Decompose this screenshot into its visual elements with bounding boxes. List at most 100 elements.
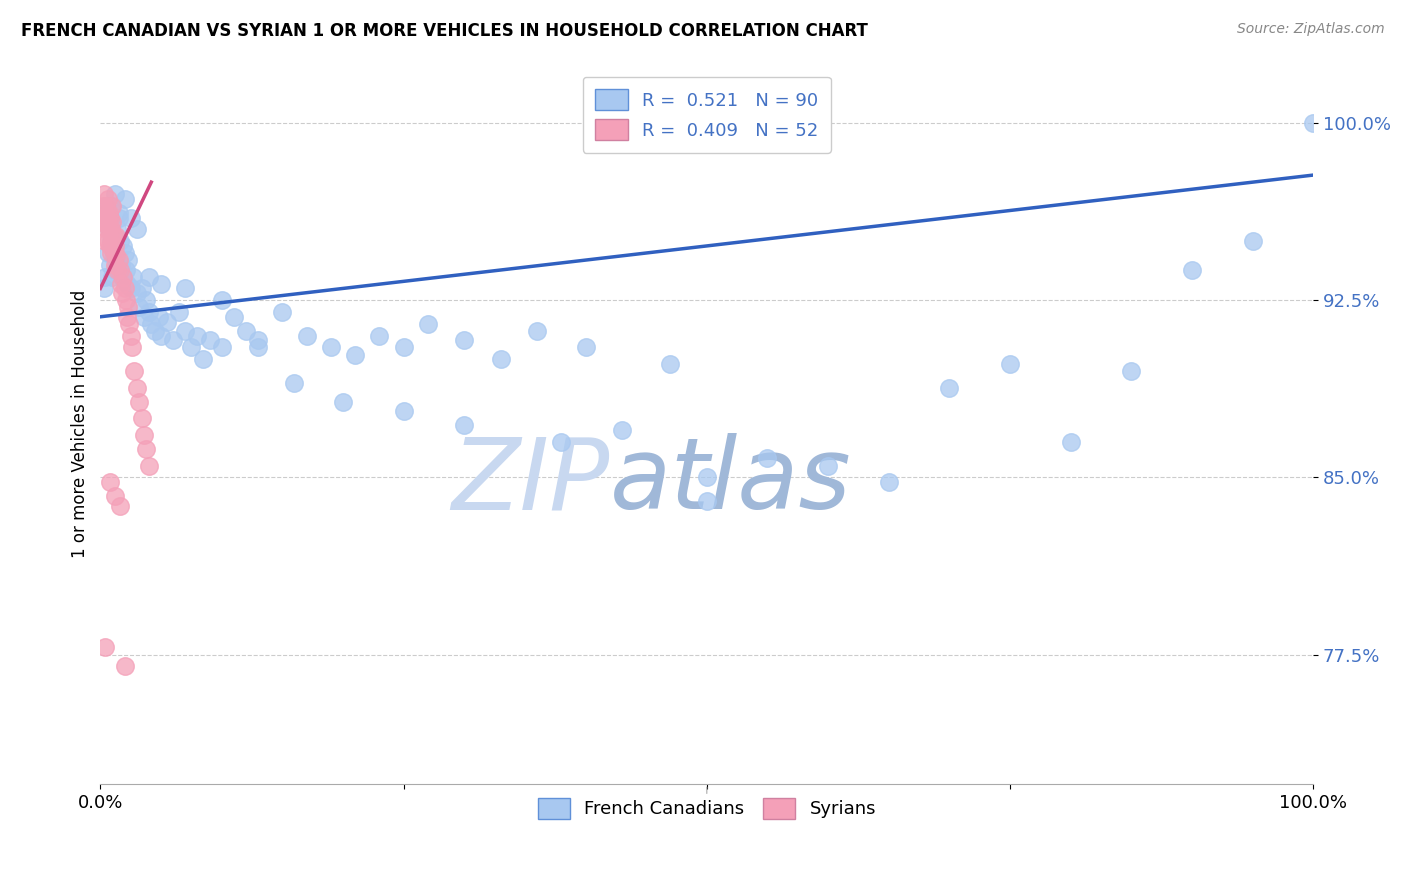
- Point: [550, 434, 572, 449]
- Point: [125, 222, 148, 236]
- Point: [104, 489, 127, 503]
- Point: [94, 211, 117, 225]
- Point: [97, 206, 120, 220]
- Point: [392, 341, 415, 355]
- Point: [125, 381, 148, 395]
- Point: [96, 199, 118, 213]
- Point: [174, 324, 197, 338]
- Point: [118, 317, 141, 331]
- Point: [877, 475, 900, 489]
- Point: [148, 310, 170, 324]
- Point: [96, 211, 118, 225]
- Point: [131, 281, 153, 295]
- Point: [416, 317, 439, 331]
- Point: [107, 206, 129, 220]
- Point: [114, 246, 136, 260]
- Point: [96, 199, 118, 213]
- Point: [97, 192, 120, 206]
- Point: [162, 334, 184, 348]
- Point: [97, 215, 120, 229]
- Point: [105, 229, 128, 244]
- Point: [98, 475, 121, 489]
- Point: [198, 334, 221, 348]
- Point: [101, 199, 124, 213]
- Point: [1121, 364, 1143, 378]
- Point: [193, 352, 215, 367]
- Point: [574, 341, 596, 355]
- Point: [1060, 434, 1083, 449]
- Point: [295, 328, 318, 343]
- Point: [117, 301, 139, 315]
- Point: [1302, 116, 1324, 130]
- Point: [610, 423, 633, 437]
- Point: [117, 253, 139, 268]
- Point: [526, 324, 548, 338]
- Point: [114, 262, 136, 277]
- Point: [100, 199, 122, 213]
- Point: [107, 253, 129, 268]
- Point: [97, 222, 120, 236]
- Point: [138, 305, 160, 319]
- Point: [115, 310, 138, 324]
- Point: [94, 215, 117, 229]
- Point: [94, 640, 117, 655]
- Point: [114, 659, 136, 673]
- Point: [93, 186, 115, 201]
- Point: [756, 451, 779, 466]
- Point: [696, 470, 718, 484]
- Point: [696, 494, 718, 508]
- Point: [124, 364, 146, 378]
- Point: [180, 341, 202, 355]
- Point: [122, 269, 145, 284]
- Point: [97, 222, 120, 236]
- Point: [150, 328, 173, 343]
- Point: [98, 239, 121, 253]
- Point: [105, 222, 128, 236]
- Point: [98, 211, 121, 225]
- Point: [392, 404, 415, 418]
- Point: [100, 246, 122, 260]
- Y-axis label: 1 or more Vehicles in Household: 1 or more Vehicles in Household: [72, 290, 89, 558]
- Point: [103, 246, 125, 260]
- Point: [114, 293, 136, 308]
- Point: [128, 301, 150, 315]
- Point: [120, 211, 142, 225]
- Point: [96, 222, 118, 236]
- Point: [93, 206, 115, 220]
- Point: [143, 324, 166, 338]
- Point: [998, 357, 1021, 371]
- Point: [100, 222, 122, 236]
- Point: [135, 442, 157, 456]
- Point: [94, 234, 117, 248]
- Point: [101, 269, 124, 284]
- Point: [103, 246, 125, 260]
- Point: [97, 246, 120, 260]
- Point: [90, 211, 112, 225]
- Point: [186, 328, 208, 343]
- Point: [97, 215, 120, 229]
- Point: [319, 341, 342, 355]
- Point: [135, 293, 157, 308]
- Point: [235, 324, 257, 338]
- Point: [125, 286, 148, 301]
- Legend: French Canadians, Syrians: French Canadians, Syrians: [530, 790, 883, 826]
- Point: [91, 199, 114, 213]
- Point: [131, 411, 153, 425]
- Point: [138, 458, 160, 473]
- Point: [150, 277, 173, 291]
- Point: [1181, 262, 1204, 277]
- Point: [105, 248, 128, 262]
- Point: [174, 281, 197, 295]
- Point: [211, 341, 233, 355]
- Text: FRENCH CANADIAN VS SYRIAN 1 OR MORE VEHICLES IN HOUSEHOLD CORRELATION CHART: FRENCH CANADIAN VS SYRIAN 1 OR MORE VEHI…: [21, 22, 868, 40]
- Text: atlas: atlas: [610, 434, 852, 531]
- Point: [104, 258, 127, 272]
- Point: [115, 277, 138, 291]
- Point: [453, 334, 475, 348]
- Point: [112, 239, 135, 253]
- Point: [1241, 234, 1264, 248]
- Point: [108, 234, 131, 248]
- Point: [938, 381, 960, 395]
- Point: [247, 341, 270, 355]
- Point: [111, 286, 134, 301]
